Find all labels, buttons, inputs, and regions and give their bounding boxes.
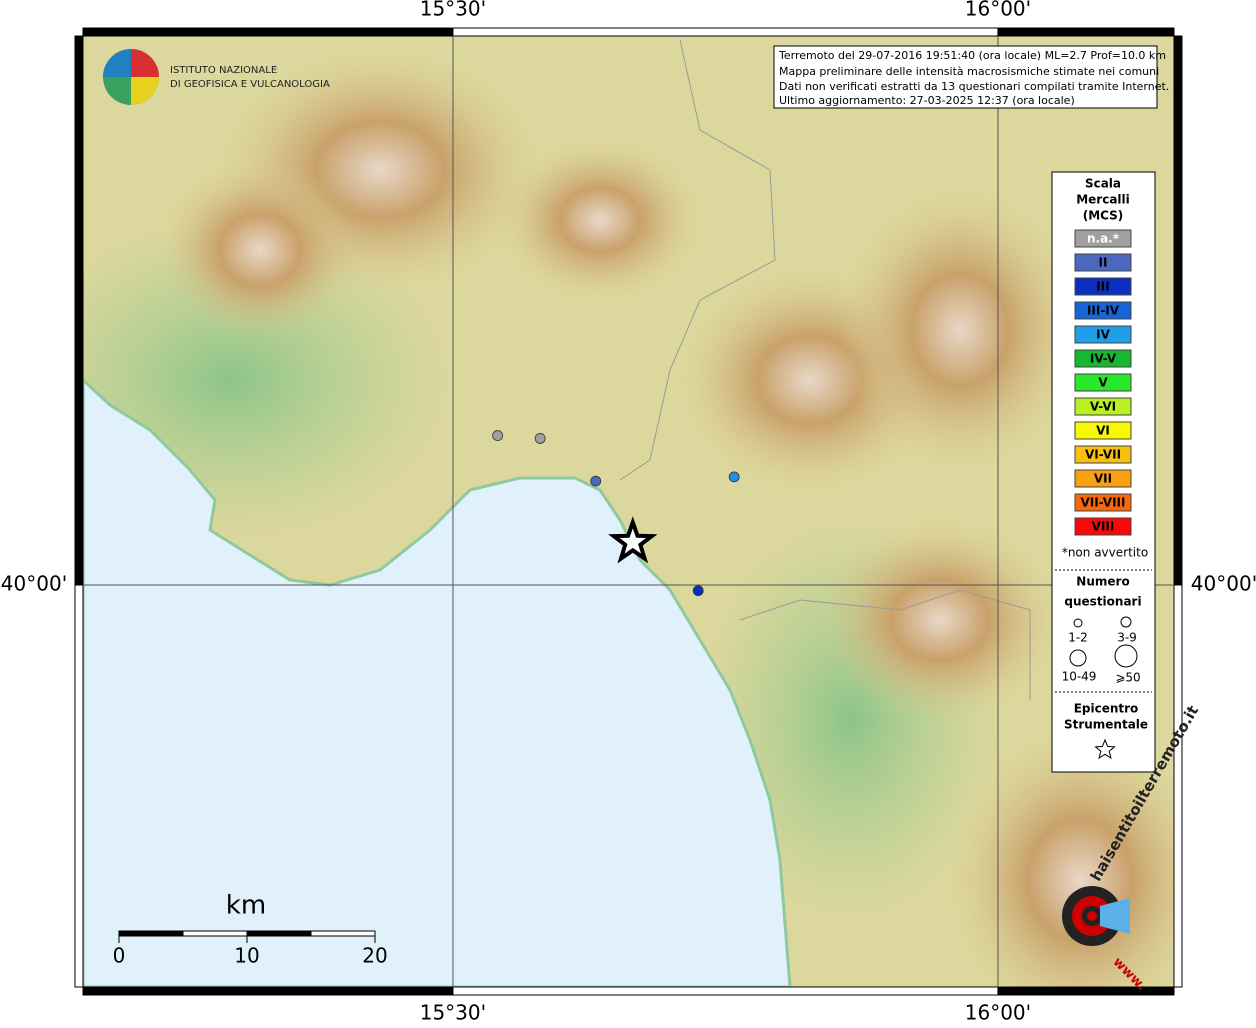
legend-swatch — [1074, 517, 1132, 536]
legend-swatch — [1074, 325, 1132, 344]
scale-label: 20 — [362, 944, 387, 968]
size-label: 3-9 — [1117, 631, 1137, 645]
epicenter — [608, 516, 658, 564]
scale-label: 10 — [234, 944, 259, 968]
legend-label: VII-VIII — [1080, 496, 1125, 510]
scale-segment — [182, 930, 248, 937]
intensity-point — [534, 433, 546, 444]
legend-swatch — [1074, 373, 1132, 392]
legend-swatch — [1074, 493, 1132, 512]
legend-swatch — [1074, 445, 1132, 464]
legend-title: Strumentale — [1064, 718, 1148, 732]
info-line: Dati non verificati estratti da 13 quest… — [779, 80, 1169, 93]
legend-title: (MCS) — [1083, 209, 1124, 223]
logo-text: DI GEOFISICA E VULCANOLOGIA — [170, 79, 330, 90]
x-tick-label: 15°30' — [420, 1001, 486, 1025]
legend-title: Numero — [1076, 575, 1129, 589]
size-label: 10-49 — [1062, 670, 1097, 684]
legend-label: VI-VII — [1085, 448, 1121, 462]
intensity-point — [492, 430, 504, 441]
logo: ISTITUTO NAZIONALE DI GEOFISICA E VULCAN… — [103, 49, 330, 105]
scale-label: 0 — [113, 944, 126, 968]
legend-note: *non avvertito — [1062, 546, 1148, 560]
logo-text: ISTITUTO NAZIONALE — [170, 65, 277, 76]
legend-swatch — [1074, 349, 1132, 368]
intensity-point — [728, 471, 740, 483]
legend-label: VI — [1096, 424, 1110, 438]
legend-title: Mercalli — [1076, 193, 1130, 207]
legend-label: VIII — [1092, 520, 1115, 534]
scale-unit: km — [226, 891, 266, 921]
size-label: ⩾50 — [1115, 671, 1140, 685]
intensity-point — [692, 585, 704, 597]
info-line: Terremoto del 29-07-2016 19:51:40 (ora l… — [778, 49, 1166, 62]
legend-label: V — [1098, 376, 1108, 390]
legend-swatch — [1074, 277, 1132, 296]
frame-bar — [82, 986, 454, 996]
legend-label: II — [1099, 256, 1108, 270]
frame-bar — [452, 986, 999, 996]
frame-bar — [997, 27, 1175, 37]
frame-bar — [997, 986, 1175, 996]
y-tick-label: 40°00' — [1191, 571, 1256, 595]
x-tick-label: 16°00' — [965, 1001, 1031, 1025]
x-tick-label: 15°30' — [420, 0, 486, 21]
legend-swatch — [1074, 397, 1132, 416]
frame-bar — [1173, 584, 1183, 988]
legend-title: questionari — [1064, 595, 1141, 609]
legend-label: III — [1096, 280, 1109, 294]
terrain — [83, 36, 1174, 987]
y-tick-label: 40°00' — [1, 571, 67, 595]
legend-swatch — [1074, 301, 1132, 320]
legend-label: III-IV — [1087, 304, 1120, 318]
legend-label: IV — [1096, 328, 1110, 342]
scale-segment — [246, 930, 312, 937]
legend: Scala Mercalli (MCS) *non avvertito Nume… — [1051, 171, 1156, 773]
size-label: 1-2 — [1068, 631, 1088, 645]
info-line: Mappa preliminare delle intensità macros… — [779, 65, 1159, 78]
legend-swatch — [1074, 421, 1132, 440]
scale-bar: km 0 10 20 — [113, 891, 388, 968]
legend-title: Epicentro — [1074, 702, 1139, 716]
scale-segment — [310, 930, 376, 937]
legend-swatch — [1074, 229, 1132, 248]
legend-label: n.a.* — [1087, 232, 1120, 246]
info-box — [773, 45, 1158, 109]
legend-title: Scala — [1085, 177, 1121, 191]
scale-segment — [118, 930, 184, 937]
legend-swatch — [1074, 469, 1132, 488]
x-tick-label: 16°00' — [965, 0, 1031, 21]
frame-bar — [1173, 35, 1183, 586]
legend-label: V-VI — [1090, 400, 1116, 414]
frame-bar — [74, 35, 84, 586]
frame-bar — [452, 27, 999, 37]
intensity-point — [590, 475, 602, 487]
frame-bar — [82, 27, 454, 37]
legend-label: VII — [1094, 472, 1112, 486]
frame-bar — [74, 584, 84, 988]
legend-label: IV-V — [1090, 352, 1117, 366]
info-line: Ultimo aggiornamento: 27-03-2025 12:37 (… — [779, 94, 1075, 107]
legend-swatch — [1074, 253, 1132, 272]
